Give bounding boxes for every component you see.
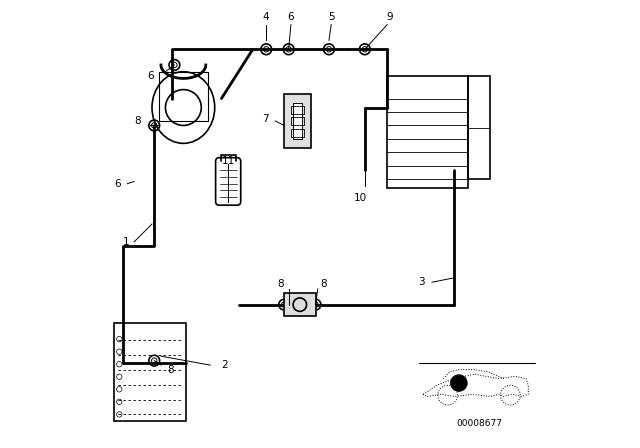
Text: 00008677: 00008677 — [456, 419, 502, 428]
Text: 11: 11 — [221, 156, 235, 166]
Text: 9: 9 — [386, 13, 393, 22]
Bar — [387, 76, 468, 188]
Bar — [114, 323, 186, 421]
Text: 10: 10 — [354, 193, 367, 202]
Text: 8: 8 — [134, 116, 141, 126]
Text: 6: 6 — [287, 13, 294, 22]
Bar — [291, 129, 305, 137]
Text: 8: 8 — [320, 280, 326, 289]
Bar — [293, 103, 302, 139]
Bar — [291, 117, 305, 125]
Text: 6: 6 — [148, 71, 154, 81]
Text: 3: 3 — [419, 277, 425, 287]
Text: 5: 5 — [328, 13, 335, 22]
Bar — [468, 76, 490, 179]
Bar — [291, 106, 305, 114]
Text: 6: 6 — [114, 179, 121, 189]
Bar — [284, 94, 311, 148]
Text: 8: 8 — [168, 365, 174, 375]
Text: 2: 2 — [221, 360, 228, 370]
Bar — [159, 72, 208, 121]
Circle shape — [451, 375, 467, 391]
Text: 8: 8 — [278, 280, 284, 289]
Text: 7: 7 — [262, 114, 269, 124]
Text: 4: 4 — [263, 13, 269, 22]
Bar — [284, 293, 316, 316]
Text: 1: 1 — [123, 237, 130, 247]
